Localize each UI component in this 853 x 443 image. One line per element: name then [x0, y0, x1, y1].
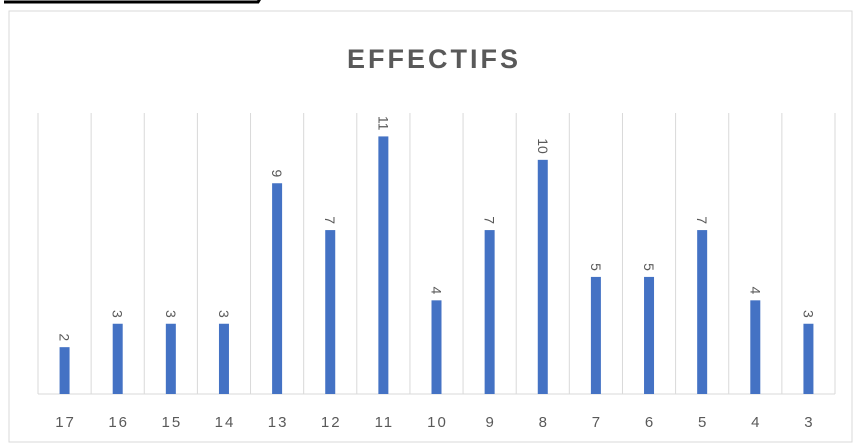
data-label-14: 3	[216, 310, 232, 318]
x-tick-label-6: 6	[645, 414, 655, 431]
x-tick-label-11: 11	[375, 414, 395, 431]
x-tick-label-4: 4	[751, 414, 761, 431]
x-tick-label-16: 16	[108, 414, 129, 431]
data-label-16: 3	[110, 310, 126, 318]
x-tick-label-12: 12	[321, 414, 342, 431]
data-labels: 2 3 3 3 9 7 11 4 7 10 5 5 7 4 3	[57, 116, 817, 341]
bar-13	[272, 183, 283, 394]
bar-5	[697, 230, 708, 394]
x-tick-label-3: 3	[804, 414, 814, 431]
x-tick-label-14: 14	[215, 414, 236, 431]
bar-12	[325, 230, 336, 394]
data-label-7: 5	[588, 263, 604, 271]
data-label-15: 3	[163, 310, 179, 318]
x-tick-label-9: 9	[485, 414, 495, 431]
data-label-12: 7	[322, 216, 338, 224]
data-label-13: 9	[269, 169, 285, 177]
data-label-5: 7	[694, 216, 710, 224]
data-label-4: 4	[747, 287, 763, 295]
x-tick-labels: 17 16 15 14 13 12 11 10 9 8 7 6 5 4 3	[55, 414, 814, 431]
x-tick-label-7: 7	[592, 414, 602, 431]
data-label-3: 3	[800, 310, 816, 318]
x-tick-label-17: 17	[55, 414, 76, 431]
bar-3	[803, 323, 814, 394]
bar-4	[750, 300, 761, 394]
bars	[59, 136, 814, 394]
x-tick-label-15: 15	[161, 414, 182, 431]
header-underline	[4, 0, 261, 4]
data-label-8: 10	[535, 138, 551, 154]
chart-frame	[8, 10, 853, 443]
data-label-10: 4	[429, 287, 445, 295]
data-label-9: 7	[482, 216, 498, 224]
bar-15	[165, 323, 176, 394]
data-label-6: 5	[641, 263, 657, 271]
bar-10	[431, 300, 442, 394]
bar-14	[218, 323, 229, 394]
bar-17	[59, 347, 70, 394]
x-tick-label-8: 8	[539, 414, 549, 431]
bar-8	[537, 159, 548, 394]
x-tick-label-10: 10	[427, 414, 448, 431]
bar-6	[644, 276, 655, 394]
bar-9	[484, 230, 495, 394]
data-label-17: 2	[57, 333, 73, 341]
x-tick-label-13: 13	[268, 414, 289, 431]
bar-16	[112, 323, 123, 394]
data-label-11: 11	[375, 116, 391, 131]
x-tick-label-5: 5	[698, 414, 708, 431]
gridlines	[37, 113, 836, 394]
bar-11	[378, 136, 389, 394]
chart-title: EFFECTIFS	[347, 44, 521, 74]
bar-7	[590, 276, 601, 394]
